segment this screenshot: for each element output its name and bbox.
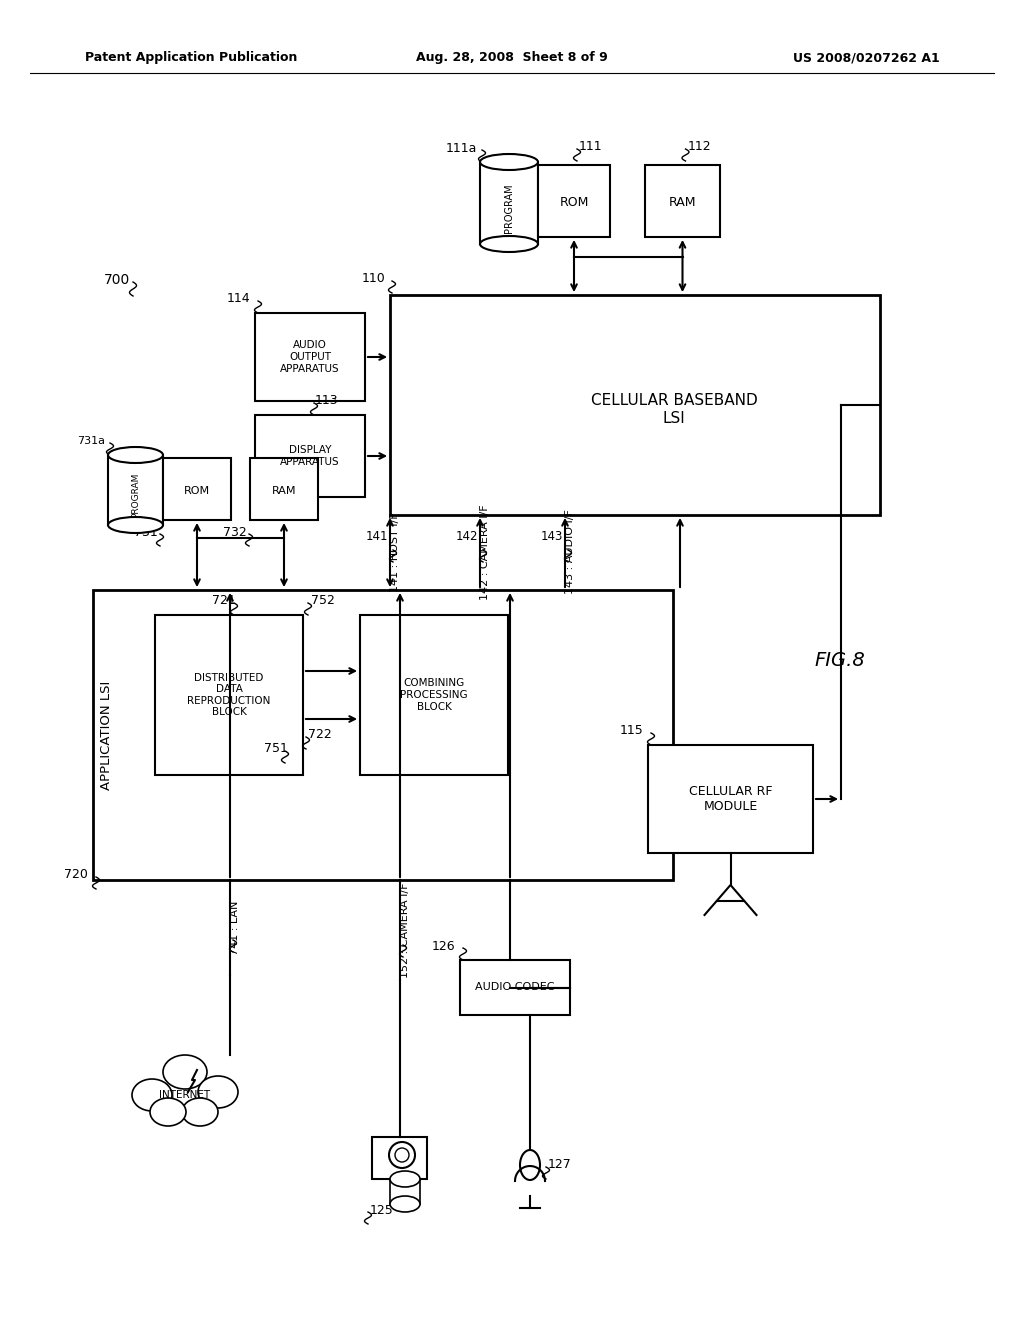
Bar — [250, 458, 318, 520]
Bar — [390, 1179, 420, 1204]
Ellipse shape — [150, 1098, 186, 1126]
Text: 143: 143 — [541, 529, 563, 543]
Text: 721: 721 — [212, 594, 236, 607]
Text: Patent Application Publication: Patent Application Publication — [85, 51, 297, 65]
Text: ROM: ROM — [184, 486, 210, 496]
Ellipse shape — [520, 1150, 540, 1180]
Bar — [538, 165, 610, 238]
Text: 142 : CAMERA I/F: 142 : CAMERA I/F — [480, 504, 490, 599]
Text: INTERNET: INTERNET — [160, 1090, 211, 1100]
Bar — [163, 458, 231, 520]
Text: 127: 127 — [548, 1159, 571, 1172]
Text: APPLICATION LSI: APPLICATION LSI — [100, 680, 114, 789]
Text: DISTRIBUTED
DATA
REPRODUCTION
BLOCK: DISTRIBUTED DATA REPRODUCTION BLOCK — [187, 673, 270, 717]
Bar — [390, 294, 880, 515]
Text: 125: 125 — [370, 1204, 394, 1217]
Text: 722: 722 — [308, 729, 332, 742]
Text: 143 : AUDIO I/F: 143 : AUDIO I/F — [565, 510, 575, 594]
Ellipse shape — [182, 1098, 218, 1126]
Text: 720: 720 — [65, 869, 88, 882]
Bar — [460, 960, 570, 1015]
Text: 112: 112 — [687, 140, 711, 153]
Ellipse shape — [163, 1055, 207, 1089]
Text: RAM: RAM — [271, 486, 296, 496]
Text: 141 : HOST I/F: 141 : HOST I/F — [390, 512, 400, 591]
Text: 142: 142 — [456, 529, 478, 543]
Text: PROGRAM: PROGRAM — [504, 183, 514, 232]
Ellipse shape — [390, 1196, 420, 1212]
Text: CELLULAR BASEBAND
LSI: CELLULAR BASEBAND LSI — [591, 393, 758, 425]
Bar — [255, 313, 365, 401]
Text: 111: 111 — [579, 140, 603, 153]
Text: 111a: 111a — [445, 141, 477, 154]
Bar — [372, 1137, 427, 1179]
Text: 700: 700 — [103, 273, 130, 286]
Text: RAM: RAM — [669, 197, 696, 210]
Ellipse shape — [132, 1078, 172, 1111]
Text: 114: 114 — [226, 293, 250, 305]
Text: 732: 732 — [223, 525, 247, 539]
Text: PROGRAM: PROGRAM — [131, 473, 140, 517]
Text: 731: 731 — [134, 525, 158, 539]
Ellipse shape — [108, 517, 163, 533]
Circle shape — [395, 1148, 409, 1162]
Text: CELLULAR RF
MODULE: CELLULAR RF MODULE — [689, 785, 772, 813]
Text: Aug. 28, 2008  Sheet 8 of 9: Aug. 28, 2008 Sheet 8 of 9 — [416, 51, 608, 65]
Ellipse shape — [390, 1171, 420, 1187]
Bar — [360, 615, 508, 775]
Text: AUDIO
OUTPUT
APPARATUS: AUDIO OUTPUT APPARATUS — [281, 341, 340, 374]
Ellipse shape — [198, 1076, 238, 1107]
Bar — [155, 615, 303, 775]
Text: 113: 113 — [315, 395, 339, 408]
Bar — [108, 455, 163, 525]
Text: DISPLAY
APPARATUS: DISPLAY APPARATUS — [281, 445, 340, 467]
Text: 751: 751 — [264, 742, 288, 755]
Text: ROM: ROM — [559, 197, 589, 210]
Text: US 2008/0207262 A1: US 2008/0207262 A1 — [794, 51, 940, 65]
Text: 152 : CAMERA I/F: 152 : CAMERA I/F — [400, 882, 410, 978]
Text: 741 : LAN: 741 : LAN — [230, 900, 240, 956]
Ellipse shape — [480, 154, 538, 170]
Ellipse shape — [108, 447, 163, 463]
Text: 141: 141 — [366, 529, 388, 543]
Text: COMBINING
PROCESSING
BLOCK: COMBINING PROCESSING BLOCK — [400, 678, 468, 711]
Circle shape — [389, 1142, 415, 1168]
Text: 731a: 731a — [77, 436, 105, 446]
Bar — [480, 162, 538, 244]
Text: 126: 126 — [431, 940, 455, 953]
Text: 752: 752 — [311, 594, 335, 607]
Ellipse shape — [480, 236, 538, 252]
Bar — [648, 744, 813, 853]
Text: 110: 110 — [361, 272, 385, 285]
Bar — [645, 165, 720, 238]
Text: FIG.8: FIG.8 — [815, 651, 865, 669]
Text: AUDIO CODEC: AUDIO CODEC — [475, 982, 555, 993]
Bar — [93, 590, 673, 880]
Text: 115: 115 — [620, 725, 643, 738]
Bar — [255, 414, 365, 498]
